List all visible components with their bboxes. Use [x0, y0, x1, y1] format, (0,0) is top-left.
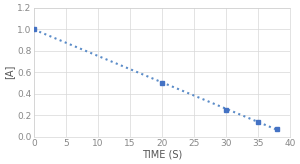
- X-axis label: TIME (S): TIME (S): [142, 150, 182, 160]
- Y-axis label: [A]: [A]: [4, 65, 14, 79]
